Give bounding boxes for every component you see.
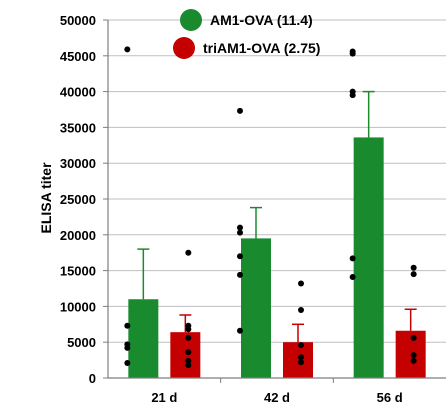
bar [170, 332, 201, 378]
y-tick-label: 35000 [60, 120, 96, 135]
legend-marker [180, 9, 202, 31]
data-point [185, 349, 192, 356]
x-tick-label: 42 d [264, 390, 290, 405]
data-point [124, 46, 131, 53]
data-point [237, 229, 243, 236]
data-point [298, 306, 304, 313]
legend-label: AM1-OVA (11.4) [210, 12, 313, 28]
data-point [124, 322, 131, 329]
data-point [298, 354, 304, 361]
gridlines [108, 19, 446, 343]
data-point [410, 271, 417, 278]
y-tick-label: 45000 [60, 49, 96, 64]
legend-label: triAM1-OVA (2.75) [203, 40, 320, 56]
x-tick-label: 21 d [151, 390, 177, 405]
data-point [237, 271, 243, 278]
data-point [237, 224, 243, 231]
bar [241, 238, 271, 378]
data-point [185, 249, 192, 256]
data-points [124, 46, 417, 369]
legend: AM1-OVA (11.4) triAM1-OVA (2.75) [173, 9, 320, 59]
data-point [349, 255, 356, 262]
legend-marker [173, 37, 195, 59]
data-point [185, 334, 192, 341]
bar [353, 137, 384, 378]
x-tick-label: 56 d [377, 390, 403, 405]
y-tick-label: 25000 [60, 192, 96, 207]
y-tick-label: 0 [89, 371, 96, 386]
data-point [237, 327, 243, 334]
data-point [185, 362, 192, 369]
y-tick-label: 5000 [67, 335, 96, 350]
data-point [298, 359, 304, 366]
data-point [410, 352, 417, 359]
data-point [410, 334, 417, 341]
data-point [185, 357, 192, 364]
data-point [124, 344, 131, 351]
data-point [237, 107, 243, 114]
bar [395, 330, 426, 378]
data-point [349, 274, 356, 281]
data-point [124, 359, 131, 366]
y-tick-label: 30000 [60, 156, 96, 171]
error-bars [137, 90, 417, 343]
data-point [185, 326, 192, 333]
y-axis-title: ELISA titer [38, 162, 54, 234]
data-point [298, 342, 304, 349]
bar [283, 342, 313, 378]
data-point [349, 92, 356, 99]
bar [128, 299, 159, 378]
data-point [410, 357, 417, 364]
data-point [410, 264, 417, 271]
data-point [298, 280, 304, 287]
y-tick-label: 20000 [60, 228, 96, 243]
data-point [237, 253, 243, 260]
y-tick-label: 40000 [60, 85, 96, 100]
bars [128, 137, 426, 378]
y-tick-label: 10000 [60, 299, 96, 314]
y-tick-label: 50000 [60, 13, 96, 28]
y-tick-label: 15000 [60, 264, 96, 279]
data-point [349, 50, 356, 57]
axes: 0 5000 10000 15000 20000 25000 30000 35000 40000… [60, 13, 446, 405]
